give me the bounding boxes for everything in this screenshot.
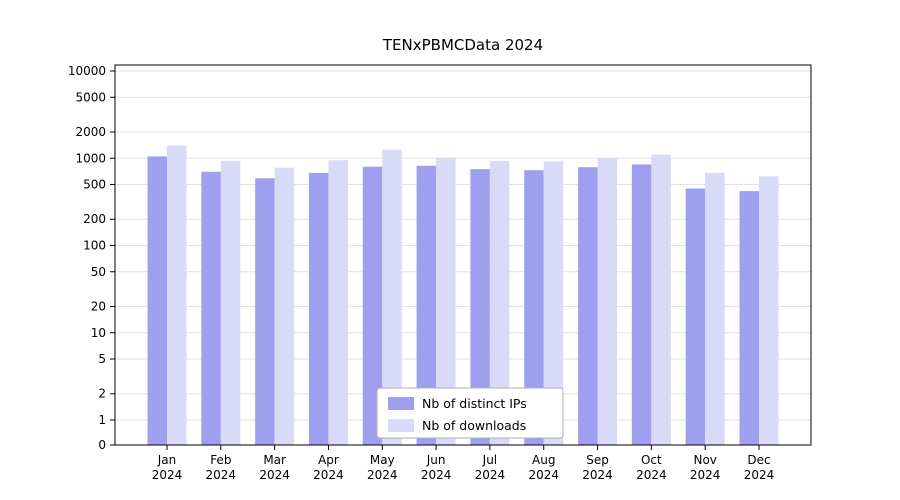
x-tick-label-month: May	[370, 453, 395, 467]
x-tick-label-year: 2024	[475, 468, 506, 482]
x-tick-label-year: 2024	[367, 468, 398, 482]
x-tick-label-month: Jun	[426, 453, 446, 467]
y-tick-label: 50	[91, 265, 106, 279]
legend-swatch	[388, 419, 414, 432]
x-tick-label-month: Dec	[747, 453, 770, 467]
x-tick-label-year: 2024	[636, 468, 667, 482]
y-tick-label: 0	[98, 438, 106, 452]
x-tick-label-year: 2024	[690, 468, 721, 482]
chart-title: TENxPBMCData 2024	[382, 36, 543, 54]
bar-downloads	[382, 149, 402, 445]
bar-downloads	[328, 160, 348, 446]
x-tick-label-month: Oct	[641, 453, 662, 467]
legend-box	[376, 387, 564, 439]
x-tick-label-year: 2024	[206, 468, 237, 482]
x-tick-label-month: Nov	[693, 453, 716, 467]
legend-label: Nb of distinct IPs	[422, 396, 527, 411]
y-tick-label: 20	[91, 299, 106, 313]
bar-downloads	[436, 157, 456, 445]
x-tick-label-year: 2024	[582, 468, 613, 482]
x-tick-label-month: Aug	[532, 453, 555, 467]
bar-downloads	[167, 145, 187, 445]
bar-distinct-ips	[308, 172, 329, 446]
tick-labels: 012510205010020050010002000500010000Jan2…	[68, 64, 774, 482]
x-tick-label-month: Sep	[586, 453, 609, 467]
y-tick-label: 2000	[75, 125, 106, 139]
y-tick-label: 5	[98, 352, 106, 366]
bar-downloads	[220, 160, 241, 445]
legend: Nb of distinct IPs Nb of downloads	[376, 387, 564, 439]
y-tick-label: 2	[98, 387, 106, 401]
x-tick-label-year: 2024	[744, 468, 775, 482]
bars	[147, 145, 779, 446]
y-tick-label: 500	[83, 178, 106, 192]
x-tick-label-month: Mar	[263, 453, 286, 467]
axes	[110, 64, 812, 450]
bar-distinct-ips	[416, 165, 437, 445]
bar-distinct-ips	[631, 164, 652, 445]
bar-distinct-ips	[470, 169, 490, 445]
x-tick-label-year: 2024	[152, 468, 183, 482]
x-tick-label-month: Apr	[318, 453, 339, 467]
x-tick-label-month: Jan	[157, 453, 177, 467]
bar-distinct-ips	[524, 170, 544, 445]
bar-downloads	[543, 161, 564, 445]
y-tick-label: 10000	[68, 64, 106, 78]
x-tick-label-year: 2024	[528, 468, 559, 482]
bar-distinct-ips	[685, 188, 706, 445]
plot-border	[114, 64, 812, 446]
bar-distinct-ips	[362, 166, 383, 446]
y-tick-label: 1	[98, 413, 106, 427]
x-tick-label-year: 2024	[313, 468, 344, 482]
bar-downloads	[274, 167, 295, 446]
bar-distinct-ips	[739, 191, 759, 445]
x-tick-label-year: 2024	[259, 468, 290, 482]
x-tick-label-month: Jul	[482, 453, 497, 467]
bar-downloads	[705, 172, 725, 446]
legend-swatch	[388, 397, 414, 410]
bar-distinct-ips	[147, 156, 167, 445]
bar-downloads	[597, 158, 618, 445]
bar-distinct-ips	[578, 167, 598, 445]
y-tick-label: 10	[91, 326, 106, 340]
bar-downloads	[651, 154, 671, 445]
bar-distinct-ips	[255, 178, 275, 445]
x-tick-label-year: 2024	[421, 468, 452, 482]
bar-downloads	[759, 176, 779, 445]
legend-label: Nb of downloads	[422, 418, 526, 433]
bar-distinct-ips	[201, 171, 221, 445]
y-tick-label: 1000	[75, 151, 106, 165]
bar-downloads	[489, 160, 510, 445]
y-tick-label: 100	[83, 239, 106, 253]
y-tick-label: 200	[83, 212, 106, 226]
y-tick-label: 5000	[75, 90, 106, 104]
x-tick-label-month: Feb	[210, 453, 231, 467]
